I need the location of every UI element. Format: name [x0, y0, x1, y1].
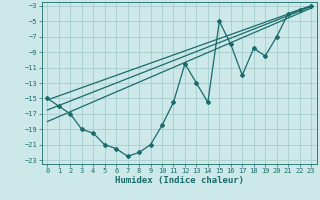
X-axis label: Humidex (Indice chaleur): Humidex (Indice chaleur): [115, 176, 244, 185]
